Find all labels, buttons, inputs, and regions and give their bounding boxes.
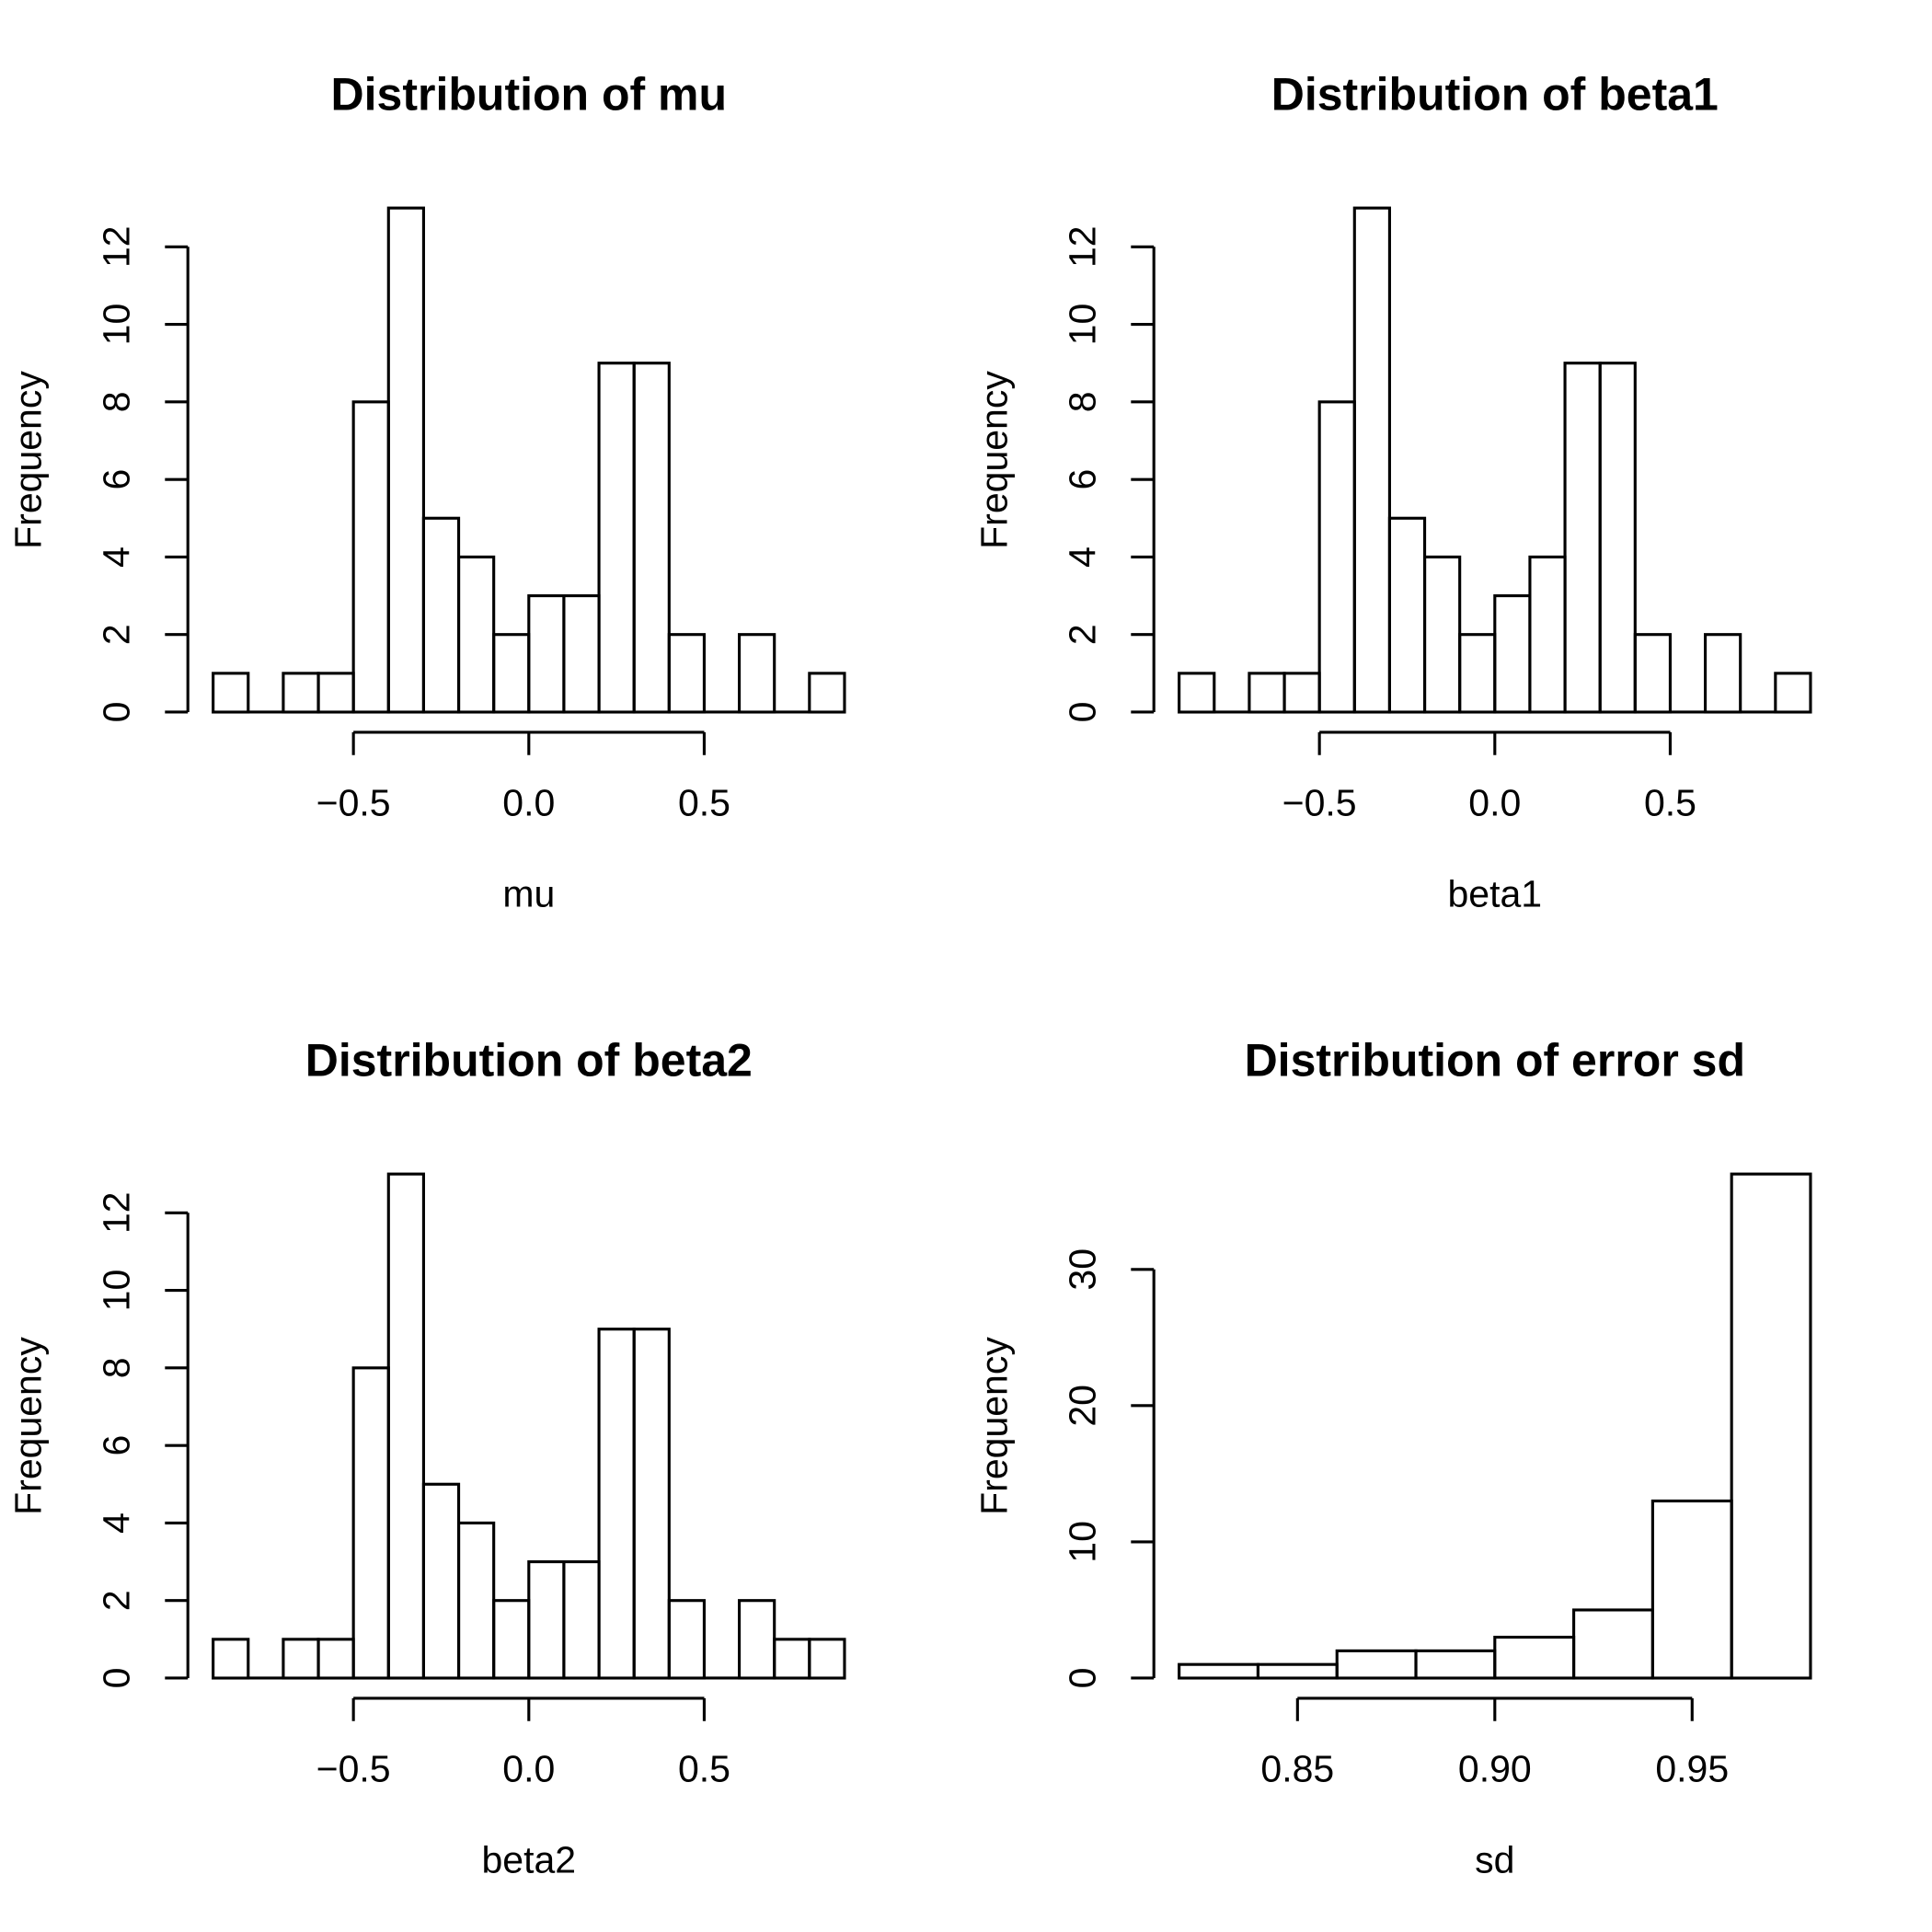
svg-text:2: 2 (1062, 624, 1104, 645)
svg-text:0.5: 0.5 (678, 782, 730, 824)
svg-text:Distribution of beta2: Distribution of beta2 (305, 1035, 753, 1087)
svg-text:8: 8 (96, 391, 138, 412)
svg-text:4: 4 (96, 1512, 138, 1534)
svg-text:Distribution of error sd: Distribution of error sd (1245, 1035, 1745, 1087)
svg-text:mu: mu (502, 873, 555, 915)
svg-text:6: 6 (96, 1435, 138, 1456)
svg-text:4: 4 (96, 546, 138, 568)
svg-text:0.85: 0.85 (1260, 1748, 1334, 1790)
svg-text:Distribution of mu: Distribution of mu (331, 69, 728, 121)
svg-text:0: 0 (96, 702, 138, 723)
svg-text:6: 6 (96, 469, 138, 490)
svg-text:Frequency: Frequency (973, 371, 1016, 549)
svg-text:10: 10 (1062, 1521, 1104, 1563)
svg-text:8: 8 (1062, 391, 1104, 412)
svg-text:Frequency: Frequency (973, 1337, 1016, 1515)
svg-text:12: 12 (96, 225, 138, 268)
svg-text:8: 8 (96, 1357, 138, 1378)
svg-text:Frequency: Frequency (7, 1337, 50, 1515)
svg-text:Distribution of beta1: Distribution of beta1 (1271, 69, 1719, 121)
svg-text:0.0: 0.0 (502, 782, 555, 824)
svg-text:12: 12 (1062, 225, 1104, 268)
svg-text:6: 6 (1062, 469, 1104, 490)
svg-text:0: 0 (1062, 1668, 1104, 1689)
svg-text:−0.5: −0.5 (1282, 782, 1357, 824)
svg-text:0.0: 0.0 (502, 1748, 555, 1790)
svg-text:4: 4 (1062, 546, 1104, 568)
svg-text:10: 10 (96, 1270, 138, 1312)
svg-text:0.5: 0.5 (1644, 782, 1696, 824)
svg-text:10: 10 (1062, 304, 1104, 346)
svg-text:0.5: 0.5 (678, 1748, 730, 1790)
svg-text:0: 0 (96, 1668, 138, 1689)
svg-text:20: 20 (1062, 1385, 1104, 1427)
svg-text:Frequency: Frequency (7, 371, 50, 549)
svg-text:2: 2 (96, 1590, 138, 1611)
svg-text:0.90: 0.90 (1458, 1748, 1532, 1790)
svg-text:0.95: 0.95 (1655, 1748, 1729, 1790)
svg-text:0: 0 (1062, 702, 1104, 723)
svg-text:beta1: beta1 (1447, 873, 1542, 915)
svg-text:−0.5: −0.5 (316, 1748, 391, 1790)
svg-text:beta2: beta2 (481, 1839, 576, 1881)
svg-text:−0.5: −0.5 (316, 782, 391, 824)
svg-text:sd: sd (1475, 1839, 1514, 1881)
svg-text:30: 30 (1062, 1248, 1104, 1291)
svg-text:10: 10 (96, 304, 138, 346)
svg-text:2: 2 (96, 624, 138, 645)
svg-text:12: 12 (96, 1191, 138, 1234)
svg-text:0.0: 0.0 (1468, 782, 1521, 824)
